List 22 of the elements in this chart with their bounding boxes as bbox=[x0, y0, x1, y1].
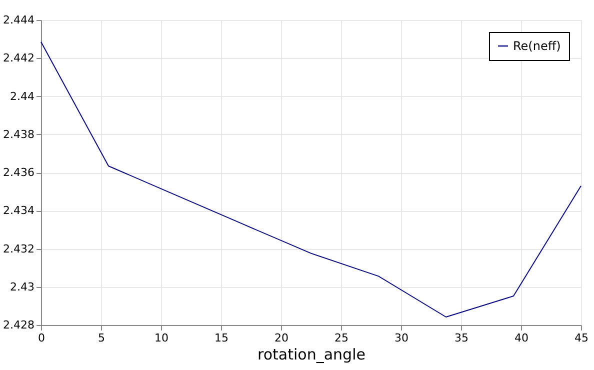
x-tick-label: 30 bbox=[394, 332, 408, 344]
x-tick-label: 45 bbox=[574, 332, 588, 344]
y-tick-label: 2.442 bbox=[3, 52, 34, 65]
line-series bbox=[40, 41, 582, 318]
x-tick-label: 40 bbox=[514, 332, 528, 344]
x-axis-title: rotation_angle bbox=[258, 346, 366, 364]
x-tick-label: 25 bbox=[334, 332, 348, 344]
x-tick-label: 10 bbox=[154, 332, 168, 344]
y-tick-label: 2.434 bbox=[3, 204, 34, 218]
x-tick-label: 35 bbox=[454, 332, 468, 344]
x-tick-label: 15 bbox=[214, 332, 228, 344]
y-tick-label: 2.444 bbox=[3, 14, 34, 26]
legend-label: Re(neff) bbox=[513, 39, 561, 53]
y-tick-label: 2.428 bbox=[3, 318, 34, 332]
y-tick-label: 2.43 bbox=[10, 280, 34, 294]
x-tick-label: 0 bbox=[38, 332, 45, 344]
x-tick-label: 20 bbox=[274, 332, 288, 344]
y-tick-label: 2.44 bbox=[10, 90, 34, 103]
y-tick-label: 2.436 bbox=[3, 166, 34, 179]
y-tick-label: 2.438 bbox=[3, 128, 34, 141]
y-tick-label: 2.432 bbox=[3, 242, 34, 256]
x-tick-label: 5 bbox=[98, 332, 105, 344]
